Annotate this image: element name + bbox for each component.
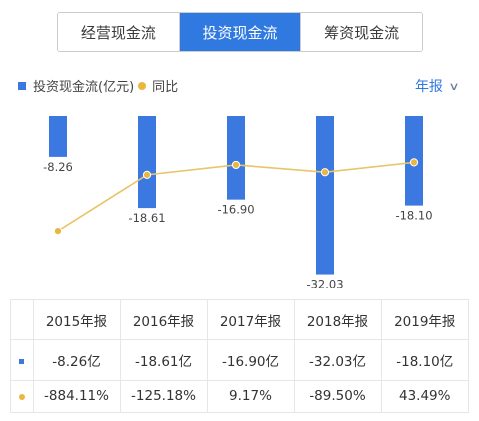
bar-legend-marker <box>18 81 26 90</box>
table-cell: -32.03亿 <box>294 339 382 381</box>
table-cell: -18.61亿 <box>120 339 208 381</box>
tab-financing-cashflow[interactable]: 筹资现金流 <box>300 13 422 51</box>
chevron-down-icon: ∨ <box>448 79 460 93</box>
table-row-investing-cashflow: -8.26亿 -18.61亿 -16.90亿 -32.03亿 -18.10亿 <box>11 339 468 381</box>
dot-marker-icon <box>18 394 25 401</box>
table-cell: 43.49% <box>399 388 451 405</box>
yoy-point-2017年报 <box>231 160 241 170</box>
bar-legend-label: 投资现金流(亿元) <box>33 80 135 95</box>
line-legend-label: 同比 <box>152 80 179 95</box>
table-cell: -125.18% <box>120 380 208 412</box>
table-header-cell: 2017年报 <box>207 300 295 341</box>
table-cell: -884.11% <box>33 380 121 412</box>
bar-2016年报 <box>138 116 156 209</box>
data-table: 2015年报 2016年报 2017年报 2018年报 2019年报 -8.26… <box>10 299 469 413</box>
period-selector-label: 年报 <box>414 79 443 95</box>
period-selector[interactable]: 年报 ∨ <box>414 76 460 96</box>
yoy-point-2019年报 <box>409 158 419 167</box>
bar-marker-icon <box>19 358 25 364</box>
table-header-cell: 2018年报 <box>294 300 382 341</box>
bar-2015年报 <box>49 116 67 157</box>
table-cell: -18.10亿 <box>381 339 468 381</box>
row-marker-cell <box>11 339 34 381</box>
table-header-cell: 2016年报 <box>120 300 208 341</box>
bar-value-label: -8.26 <box>43 160 73 174</box>
yoy-point-2018年报 <box>320 168 330 177</box>
bar-2018年报 <box>316 116 334 275</box>
bar-value-label: -18.10 <box>395 209 432 223</box>
table-row-yoy: -884.11% -125.18% 9.17% -89.50% 43.49% <box>11 380 468 412</box>
row-marker-cell <box>11 380 34 412</box>
cashflow-chart: -8.26 -18.61 -16.90 -32.03 -18.10 <box>43 116 433 288</box>
chart-legend: 投资现金流(亿元) 同比 <box>18 76 178 95</box>
table-header-cell: 2019年报 <box>381 300 468 341</box>
table-cell: -89.50% <box>294 380 382 412</box>
table-header-row: 2015年报 2016年报 2017年报 2018年报 2019年报 <box>11 300 468 341</box>
line-legend-marker <box>138 81 147 90</box>
tab-operating-cashflow[interactable]: 经营现金流 <box>58 13 179 51</box>
tab-investing-cashflow[interactable]: 投资现金流 <box>178 13 301 51</box>
bar-value-label: -32.03 <box>306 278 343 288</box>
table-corner-cell <box>11 300 34 341</box>
bar-value-label: -18.61 <box>128 211 165 225</box>
bar-value-label: -16.90 <box>217 203 254 217</box>
table-header-cell: 2015年报 <box>33 300 121 341</box>
table-cell: -8.26亿 <box>33 339 121 381</box>
yoy-point-2016年报 <box>142 170 152 179</box>
yoy-point-2015年报 <box>53 227 63 236</box>
table-cell: -16.90亿 <box>207 339 295 381</box>
cashflow-tab-bar: 经营现金流 投资现金流 筹资现金流 <box>57 12 423 52</box>
bar-2017年报 <box>227 116 245 200</box>
table-cell: 9.17% <box>207 380 295 412</box>
